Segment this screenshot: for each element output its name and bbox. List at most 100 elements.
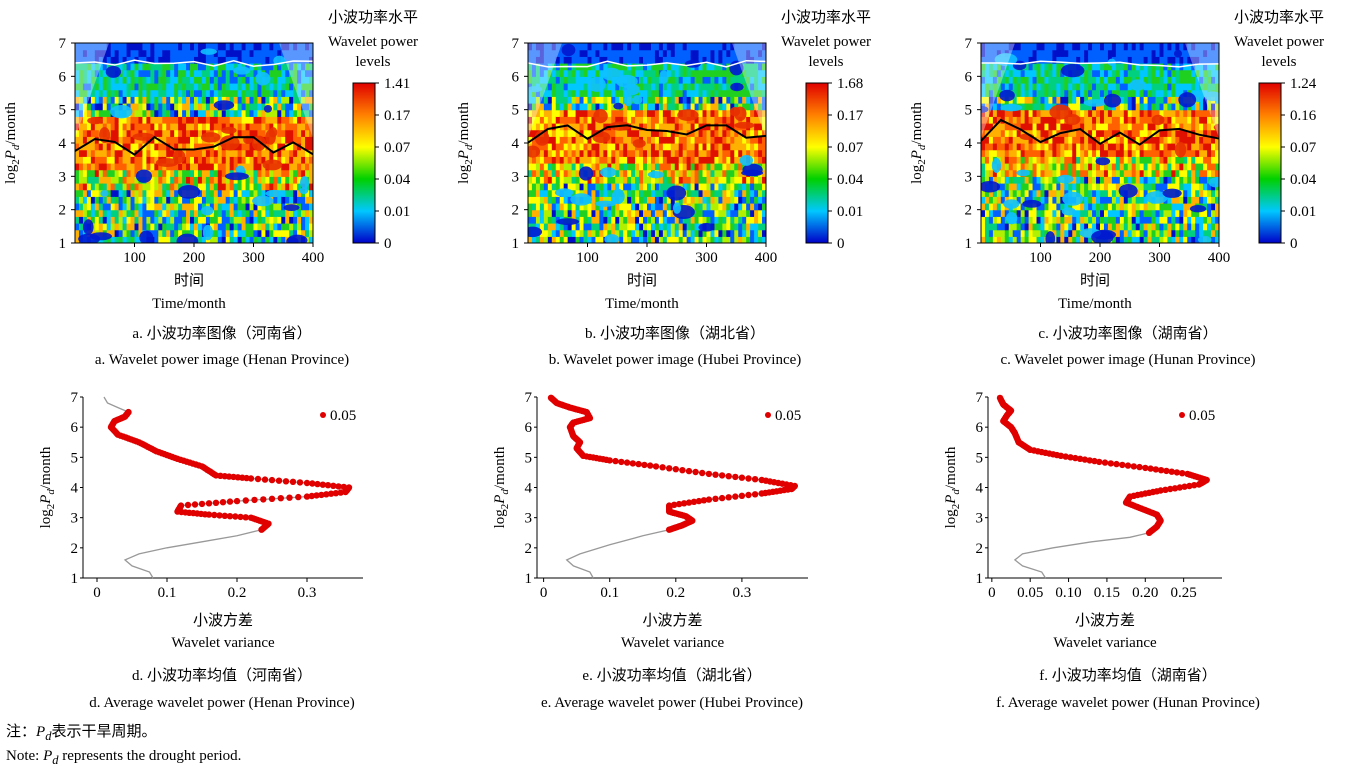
power-cell bbox=[993, 116, 998, 123]
power-cell bbox=[214, 56, 219, 63]
power-cell bbox=[1068, 216, 1073, 223]
power-cell bbox=[289, 183, 294, 190]
power-cell bbox=[138, 123, 143, 130]
power-cell bbox=[293, 170, 298, 177]
power-cell bbox=[659, 96, 664, 103]
power-cell bbox=[146, 203, 151, 210]
power-cell bbox=[683, 156, 688, 163]
power-cell bbox=[127, 123, 132, 130]
power-cell bbox=[273, 103, 278, 110]
power-cell bbox=[138, 196, 143, 203]
power-cell bbox=[1088, 150, 1093, 157]
x-tick-label: 400 bbox=[755, 250, 778, 266]
power-cell bbox=[564, 230, 569, 237]
power-cell bbox=[138, 163, 143, 170]
power-cell bbox=[210, 176, 215, 183]
power-cell bbox=[230, 230, 235, 237]
power-cell bbox=[1033, 230, 1038, 237]
power-cell bbox=[580, 56, 585, 63]
power-cell bbox=[238, 196, 243, 203]
power-cell bbox=[989, 223, 994, 230]
power-cell bbox=[1013, 150, 1018, 157]
power-cell bbox=[707, 156, 712, 163]
power-cell bbox=[714, 203, 719, 210]
power-cell bbox=[699, 43, 704, 50]
power-cell bbox=[111, 150, 116, 157]
power-cell bbox=[568, 90, 573, 97]
power-cell bbox=[218, 210, 223, 217]
power-cell bbox=[655, 70, 660, 77]
power-cell bbox=[591, 43, 596, 50]
power-blob bbox=[579, 166, 593, 180]
power-cell bbox=[99, 70, 104, 77]
power-cell bbox=[230, 203, 235, 210]
power-cell bbox=[726, 216, 731, 223]
power-cell bbox=[631, 216, 636, 223]
power-cell bbox=[238, 130, 243, 137]
power-cell bbox=[544, 196, 549, 203]
power-cell bbox=[568, 130, 573, 137]
power-cell bbox=[718, 163, 723, 170]
power-cell bbox=[277, 223, 282, 230]
power-cell bbox=[79, 190, 84, 197]
power-cell bbox=[981, 163, 986, 170]
power-cell bbox=[619, 203, 624, 210]
power-cell bbox=[103, 83, 108, 90]
x-tick-label: 400 bbox=[302, 250, 325, 266]
power-cell bbox=[726, 116, 731, 123]
power-cell bbox=[726, 96, 731, 103]
power-cell bbox=[123, 50, 128, 57]
power-cell bbox=[691, 216, 696, 223]
power-cell bbox=[1096, 183, 1101, 190]
power-cell bbox=[146, 70, 151, 77]
power-cell bbox=[730, 183, 735, 190]
power-cell bbox=[119, 190, 124, 197]
power-cell bbox=[1056, 143, 1061, 150]
power-cell bbox=[730, 210, 735, 217]
power-cell bbox=[254, 130, 259, 137]
power-cell bbox=[154, 143, 159, 150]
power-cell bbox=[639, 183, 644, 190]
power-cell bbox=[115, 96, 120, 103]
power-cell bbox=[595, 190, 600, 197]
power-cell bbox=[131, 183, 136, 190]
power-cell bbox=[663, 96, 668, 103]
power-cell bbox=[1088, 203, 1093, 210]
power-cell bbox=[238, 223, 243, 230]
power-cell bbox=[639, 176, 644, 183]
power-cell bbox=[186, 123, 191, 130]
power-cell bbox=[580, 110, 585, 117]
power-cell bbox=[1013, 83, 1018, 90]
power-cell bbox=[198, 156, 203, 163]
power-cell bbox=[548, 210, 553, 217]
power-cell bbox=[1072, 43, 1077, 50]
power-cell bbox=[1104, 76, 1109, 83]
power-cell bbox=[1084, 163, 1089, 170]
power-cell bbox=[707, 216, 712, 223]
power-blob bbox=[139, 231, 153, 245]
power-cell bbox=[1132, 223, 1137, 230]
power-cell bbox=[79, 183, 84, 190]
power-cell bbox=[1037, 90, 1042, 97]
power-cell bbox=[218, 90, 223, 97]
power-cell bbox=[242, 83, 247, 90]
power-cell bbox=[1044, 96, 1049, 103]
power-cell bbox=[631, 150, 636, 157]
power-cell bbox=[683, 43, 688, 50]
power-cell bbox=[1037, 176, 1042, 183]
power-cell bbox=[1033, 223, 1038, 230]
power-cell bbox=[730, 196, 735, 203]
power-cell bbox=[138, 43, 143, 50]
power-cell bbox=[210, 183, 215, 190]
power-cell bbox=[135, 70, 140, 77]
power-cell bbox=[750, 190, 755, 197]
power-cell bbox=[182, 90, 187, 97]
power-cell bbox=[242, 116, 247, 123]
power-cell bbox=[166, 96, 171, 103]
power-cell bbox=[178, 76, 183, 83]
power-cell bbox=[210, 156, 215, 163]
power-cell bbox=[285, 196, 290, 203]
power-cell bbox=[174, 63, 179, 70]
power-cell bbox=[257, 90, 262, 97]
power-cell bbox=[683, 76, 688, 83]
